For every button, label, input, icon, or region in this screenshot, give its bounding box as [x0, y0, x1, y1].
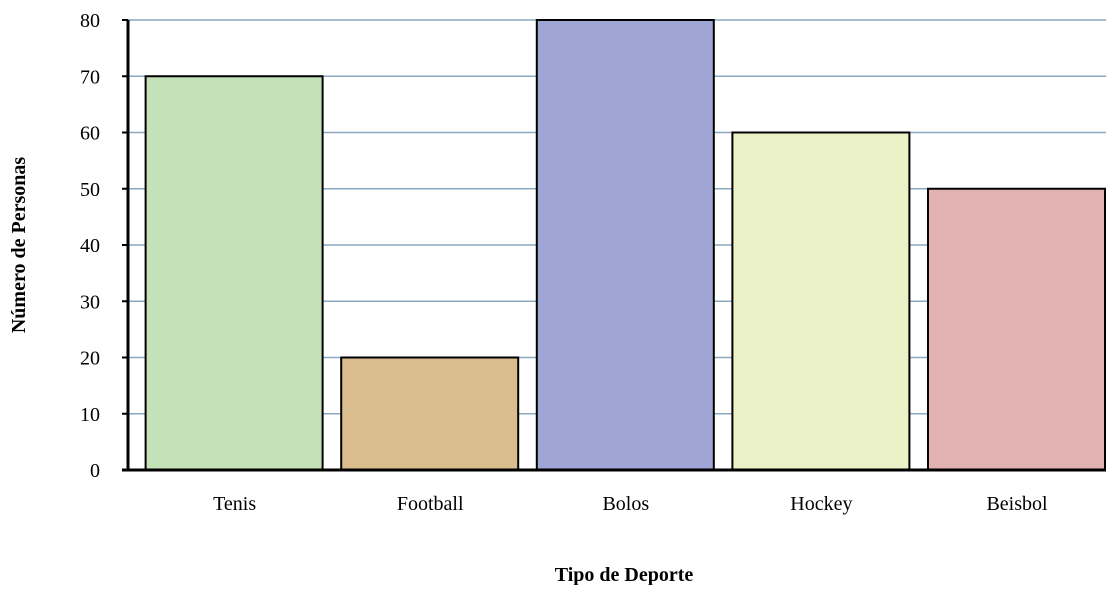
bar-football: [340, 356, 520, 471]
x-tick-label: Football: [397, 493, 464, 515]
x-tick-label: Hockey: [790, 493, 852, 515]
y-tick-label: 80: [80, 10, 100, 32]
x-tick-labels: Tenis Football Bolos Hockey Beisbol: [213, 493, 1048, 515]
y-tick-label: 40: [80, 235, 100, 257]
y-tick-labels: 0 10 20 30 40 50 60 70 80: [80, 10, 100, 482]
bar-hockey: [731, 131, 911, 471]
y-tick-label: 50: [80, 179, 100, 201]
y-tick-label: 60: [80, 123, 100, 145]
x-tick-label: Beisbol: [986, 493, 1048, 515]
bar-tenis: [144, 75, 324, 471]
y-tick-label: 10: [80, 404, 100, 426]
y-tick-label: 70: [80, 66, 100, 88]
y-tick-label: 30: [80, 291, 100, 313]
bar-bolos: [535, 19, 715, 471]
x-tick-label: Bolos: [602, 493, 649, 515]
x-tick-label: Tenis: [213, 493, 256, 515]
axes: [122, 19, 1106, 472]
bar-beisbol: [927, 187, 1106, 471]
y-tick-label: 0: [90, 460, 100, 482]
y-tick-label: 20: [80, 348, 100, 370]
x-axis-title: Tipo de Deporte: [555, 564, 694, 585]
y-axis-title: Número de Personas: [8, 157, 30, 333]
bars: [144, 19, 1106, 471]
